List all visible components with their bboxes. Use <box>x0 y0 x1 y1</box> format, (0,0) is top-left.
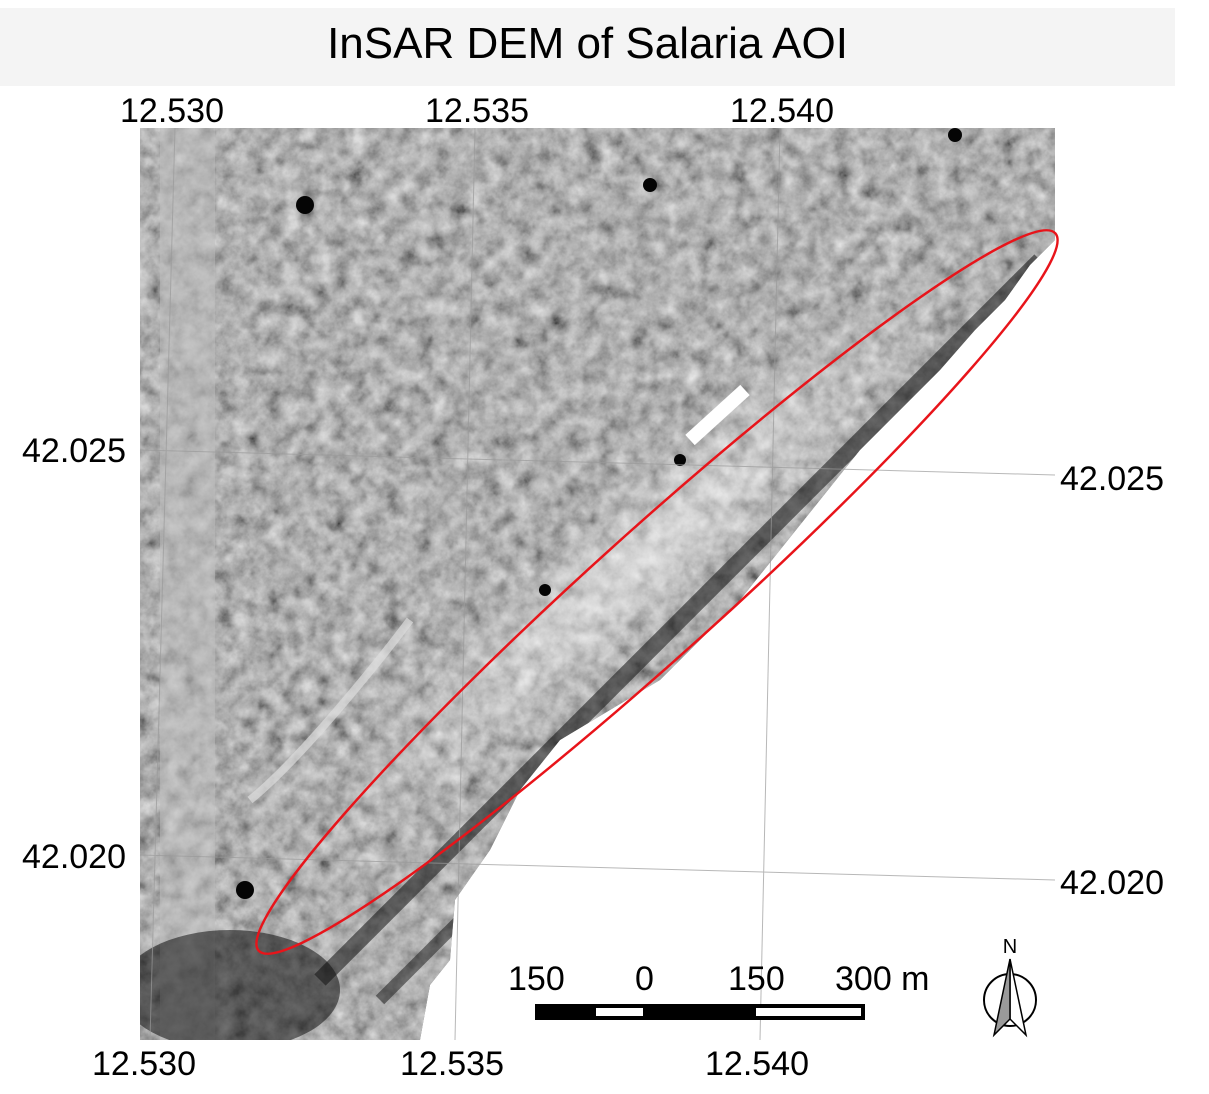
dem-raster <box>140 128 1055 1040</box>
bottom-lon-label: 12.530 <box>92 1045 196 1083</box>
scale-label: 150 <box>728 960 785 998</box>
right-lat-label: 42.020 <box>1060 864 1164 902</box>
left-lat-label: 42.025 <box>22 432 126 470</box>
scale-bar <box>535 1004 865 1020</box>
top-lon-label: 12.540 <box>730 92 834 130</box>
north-label: N <box>1003 936 1017 958</box>
title-bar <box>0 8 1175 86</box>
north-arrow-icon: N <box>970 935 1050 1045</box>
bottom-lon-label: 12.540 <box>705 1045 809 1083</box>
scale-label: 0 <box>635 960 654 998</box>
aoi-outline <box>255 229 1059 955</box>
left-lat-label: 42.020 <box>22 838 126 876</box>
scale-label: 300 m <box>835 960 930 998</box>
top-lon-label: 12.535 <box>425 92 529 130</box>
bottom-lon-label: 12.535 <box>400 1045 504 1083</box>
map-title: InSAR DEM of Salaria AOI <box>327 19 848 68</box>
graticule <box>139 127 1056 1041</box>
top-lon-label: 12.530 <box>120 92 224 130</box>
right-lat-label: 42.025 <box>1060 460 1164 498</box>
scale-label: 150 <box>508 960 565 998</box>
